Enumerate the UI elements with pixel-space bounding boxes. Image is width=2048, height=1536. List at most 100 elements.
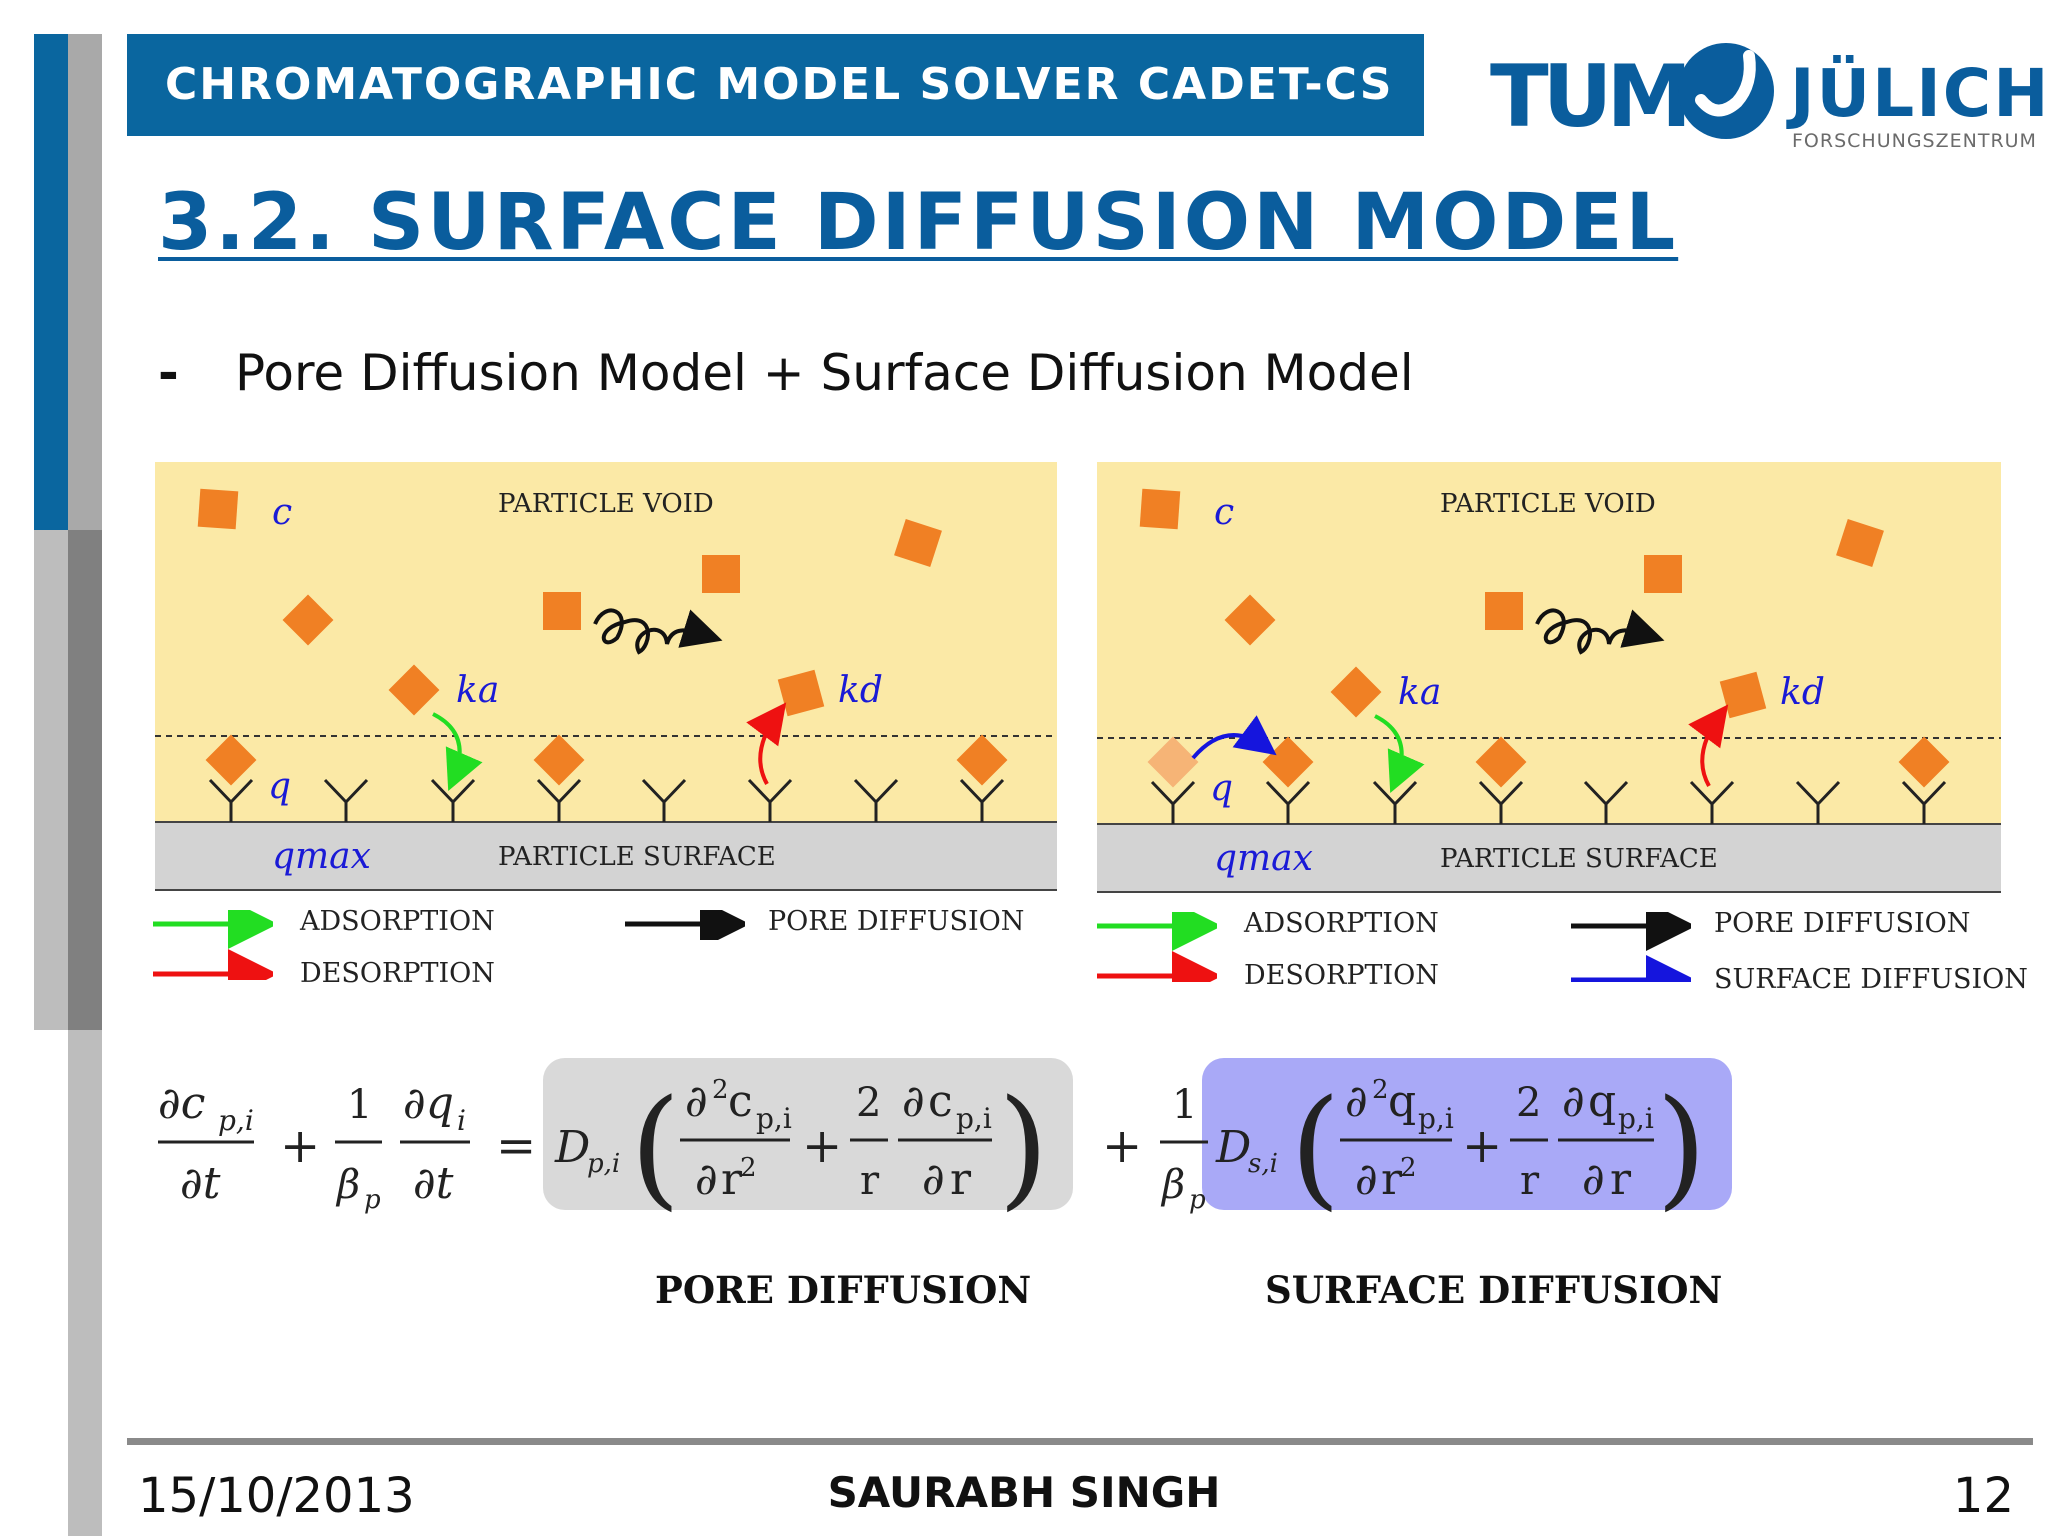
svg-text:∂: ∂ [685, 1076, 708, 1127]
svg-text:1: 1 [347, 1082, 372, 1128]
svg-text:∂: ∂ [922, 1154, 945, 1205]
label-ka: ka [1398, 672, 1441, 713]
tum-logo: TUM [1490, 47, 1692, 147]
footer-author: SAURABH SINGH [827, 1468, 1221, 1517]
svg-text:2: 2 [712, 1075, 729, 1105]
svg-text:+: + [802, 1118, 842, 1174]
legend-arrows-right-2 [1571, 912, 1691, 982]
legend-pore-left: PORE DIFFUSION [768, 906, 1025, 937]
svg-text:r: r [721, 1154, 743, 1205]
side-bar-gray-mid [68, 530, 102, 1030]
svg-text:D: D [1215, 1122, 1251, 1173]
svg-text:D: D [554, 1122, 590, 1173]
svg-text:2: 2 [1400, 1153, 1417, 1183]
label-c: c [1214, 492, 1234, 533]
svg-text:∂: ∂ [1582, 1154, 1605, 1205]
bullet-marker: - [158, 344, 179, 402]
svg-text:p,i: p,i [756, 1102, 792, 1135]
svg-text:p: p [364, 1185, 381, 1215]
surface-diffusion-diagram: c q qmax ka kd PARTICLE VOID PARTICLE SU… [1097, 462, 2001, 893]
svg-text:r: r [950, 1154, 972, 1205]
label-qmax: qmax [1214, 838, 1313, 879]
page-number: 12 [1952, 1468, 2014, 1524]
particle-surface-label: PARTICLE SURFACE [498, 842, 776, 872]
side-bar-light-gray [34, 530, 68, 1030]
svg-text:∂t: ∂t [413, 1158, 454, 1209]
svg-text:∂: ∂ [1562, 1076, 1585, 1127]
footer-divider [127, 1438, 2033, 1445]
side-bar-gray-top [68, 34, 102, 530]
svg-text:r: r [1381, 1154, 1403, 1205]
svg-text:q: q [1388, 1076, 1416, 1127]
bullet-text: Pore Diffusion Model + Surface Diffusion… [235, 344, 1414, 402]
surface-diffusion-term-label: SURFACE DIFFUSION [1265, 1268, 1723, 1312]
svg-text:∂: ∂ [1355, 1154, 1378, 1205]
svg-text:r: r [860, 1158, 880, 1204]
svg-text:+: + [1462, 1118, 1502, 1174]
label-ka: ka [456, 670, 499, 711]
label-q: q [268, 766, 291, 807]
svg-text:s,i: s,i [1248, 1149, 1278, 1179]
pore-diffusion-diagram: c q qmax ka kd PARTICLE VOID PARTICLE SU… [155, 462, 1057, 891]
particle-void-label: PARTICLE VOID [1440, 489, 1656, 519]
svg-text:2: 2 [856, 1080, 881, 1126]
svg-text:∂c: ∂c [158, 1078, 205, 1129]
svg-text:β: β [1160, 1162, 1185, 1208]
legend-arrows-right [1097, 912, 1217, 982]
svg-text:): ) [998, 1071, 1049, 1223]
svg-text:c: c [728, 1076, 753, 1127]
svg-text:q: q [1588, 1076, 1616, 1127]
svg-text:p: p [1189, 1185, 1206, 1215]
particle-surface-label: PARTICLE SURFACE [1440, 844, 1718, 874]
slide-title: 3.2. SURFACE DIFFUSION MODEL [158, 178, 1679, 268]
svg-text:∂: ∂ [695, 1154, 718, 1205]
svg-text:∂t: ∂t [180, 1158, 221, 1209]
svg-text:p,i: p,i [218, 1104, 254, 1137]
svg-text:∂: ∂ [1345, 1076, 1368, 1127]
label-c: c [272, 492, 292, 533]
legend-adsorption-right: ADSORPTION [1244, 908, 1439, 939]
label-kd: kd [1780, 672, 1825, 713]
svg-text:∂: ∂ [902, 1076, 925, 1127]
particle-surface-region [155, 822, 1057, 890]
svg-text:2: 2 [1372, 1075, 1389, 1105]
logo-area: TUM JÜLICH FORSCHUNGSZENTRUM [1490, 34, 2048, 154]
svg-text:i: i [457, 1104, 466, 1137]
svg-text:1: 1 [1172, 1082, 1197, 1128]
svg-text:(: ( [1290, 1071, 1341, 1223]
side-bar-gray-bottom [68, 1030, 102, 1536]
pore-diffusion-term-box [543, 1058, 1073, 1210]
svg-text:2: 2 [1516, 1080, 1541, 1126]
legend-desorption-left: DESORPTION [300, 958, 495, 989]
side-bar-blue [34, 34, 68, 530]
surface-diffusion-term-box [1202, 1058, 1732, 1210]
legend-arrows-left [153, 910, 273, 980]
julich-logo-icon [1678, 43, 1774, 139]
header-banner: CHROMATOGRAPHIC MODEL SOLVER CADET-CS [127, 34, 1424, 136]
label-qmax: qmax [272, 836, 371, 877]
label-q: q [1210, 768, 1233, 809]
header-title: CHROMATOGRAPHIC MODEL SOLVER CADET-CS [165, 59, 1394, 110]
julich-logo-text: JÜLICH [1790, 55, 2048, 132]
svg-text:): ) [1656, 1071, 1707, 1223]
svg-text:p,i: p,i [956, 1102, 992, 1135]
svg-text:p,i: p,i [587, 1149, 620, 1179]
legend-desorption-right: DESORPTION [1244, 960, 1439, 991]
label-kd: kd [838, 670, 883, 711]
svg-text:p,i: p,i [1618, 1102, 1654, 1135]
mass-balance-equation: ∂c p,i ∂t + 1 β p ∂q i ∂t = D p,i ( ∂ 2 … [158, 1058, 1732, 1223]
legend-adsorption-left: ADSORPTION [300, 906, 495, 937]
pore-diffusion-term-label: PORE DIFFUSION [655, 1268, 1032, 1312]
svg-text:(: ( [630, 1071, 681, 1223]
svg-text:r: r [1610, 1154, 1632, 1205]
particle-surface-region [1097, 824, 2001, 892]
legend-arrow-pore-left [625, 910, 745, 940]
svg-text:p,i: p,i [1418, 1102, 1454, 1135]
legend-surface-right: SURFACE DIFFUSION [1714, 964, 2028, 995]
svg-text:∂q: ∂q [403, 1078, 454, 1129]
particle-void-label: PARTICLE VOID [498, 489, 714, 519]
svg-text:=: = [496, 1118, 536, 1174]
svg-text:β: β [335, 1162, 360, 1208]
legend-pore-right: PORE DIFFUSION [1714, 908, 1971, 939]
svg-text:2: 2 [740, 1153, 757, 1183]
